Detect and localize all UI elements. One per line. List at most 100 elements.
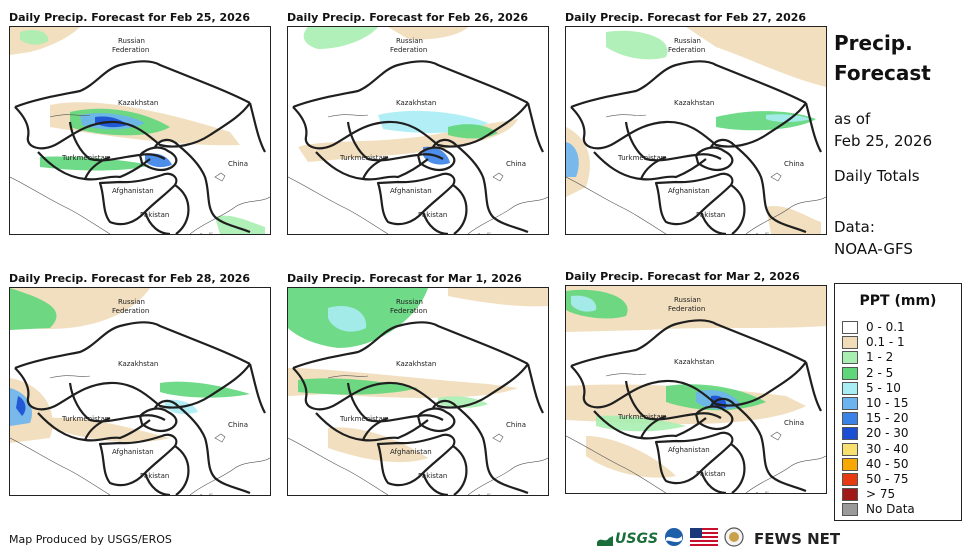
precip-area [448,288,548,307]
precip-area [448,124,498,139]
precip-map: Russian Federation Kazakhstan Turkmenist… [9,287,271,496]
legend-item: 40 - 50 [842,457,909,471]
label-turkmenistan: Turkmenistan [61,415,109,423]
precip-map: Russian Federation Kazakhstan Turkmenist… [287,287,549,496]
precip-area [766,205,821,234]
precip-map: Russian Federation Kazakhstan Turkmenist… [565,285,827,494]
legend-item: > 75 [842,487,896,502]
totals-label: Daily Totals [834,167,920,185]
label-india: India [200,493,217,495]
precip-area [328,306,367,332]
precip-area [596,415,686,432]
panel-title: Daily Precip. Forecast for Mar 1, 2026 [287,272,522,285]
precip-area [686,27,826,87]
precip-map: Russian Federation Kazakhstan Turkmenist… [565,26,827,235]
legend-label: 5 - 10 [866,380,901,395]
precip-map: Russian Federation Kazakhstan Turkmenist… [287,26,549,235]
label-india: India [478,493,495,495]
precip-area [10,288,57,330]
precip-area [215,215,265,234]
precip-area [145,153,172,168]
precip-area [438,396,488,408]
panel-title: Daily Precip. Forecast for Feb 26, 2026 [287,11,529,24]
usgs-logo-text: USGS [615,531,659,547]
label-russian: Russian [118,298,145,306]
legend-item: 30 - 40 [842,442,909,456]
panel-title: Daily Precip. Forecast for Feb 25, 2026 [9,11,251,24]
legend-item: 0.1 - 1 [842,335,905,350]
label-kazakhstan: Kazakhstan [674,99,714,107]
usgs-logo: USGS [597,531,658,547]
label-turkmenistan: Turkmenistan [339,154,387,162]
label-india: India [478,232,495,234]
label-kazakhstan: Kazakhstan [396,360,436,368]
precip-area [566,286,826,332]
label-russian: Russian [118,37,145,45]
legend-label: 15 - 20 [866,411,909,426]
label-pakistan: Pakistan [418,211,447,219]
legend-swatch [842,488,858,502]
label-turkmenistan: Turkmenistan [339,415,387,423]
legend-swatch [842,351,858,365]
label-china: China [228,160,248,168]
label-pakistan: Pakistan [696,211,725,219]
precip-area [303,27,378,49]
label-afghanistan: Afghanistan [390,448,432,456]
legend-swatch [842,473,858,486]
label-turkmenistan: Turkmenistan [617,413,665,421]
label-afghanistan: Afghanistan [112,448,154,456]
precip-area [766,114,811,122]
legend-label: 50 - 75 [866,472,909,486]
precip-area [40,156,150,171]
asof-date: Feb 25, 2026 [834,132,933,150]
label-russian: Russian [396,298,423,306]
precip-area [298,378,418,395]
legend-label: > 75 [866,487,896,502]
legend-swatch [842,412,858,426]
legend-item: No Data [842,502,915,517]
precip-area [571,295,597,312]
label-federation: Federation [668,46,705,54]
panel-title: Daily Precip. Forecast for Feb 28, 2026 [9,272,251,285]
label-afghanistan: Afghanistan [668,187,710,195]
usaid-seal-icon [724,527,744,551]
precip-area [606,30,668,60]
legend-item: 0 - 0.1 [842,320,905,334]
precip-area [586,436,676,478]
legend-label: 0.1 - 1 [866,335,905,350]
legend-label: 2 - 5 [866,365,894,380]
legend-swatch [842,442,858,456]
legend-item: 1 - 2 [842,350,893,365]
label-federation: Federation [668,305,705,313]
legend-item: 2 - 5 [842,366,893,380]
legend-item: 15 - 20 [842,411,909,426]
legend-label: 10 - 15 [866,396,909,410]
logo-strip: USGS FEWS NET [597,527,840,551]
label-china: China [228,421,248,429]
legend-label: No Data [866,502,915,517]
legend-item: 10 - 15 [842,396,909,410]
data-label: Data: [834,218,875,236]
label-kazakhstan: Kazakhstan [118,99,158,107]
data-source: NOAA-GFS [834,240,913,258]
side-title-line1: Precip. [834,31,913,55]
us-flag-icon [690,528,719,550]
legend-label: 0 - 0.1 [866,320,905,334]
panel-title: Daily Precip. Forecast for Feb 27, 2026 [565,11,807,24]
footer-credit: Map Produced by USGS/EROS [9,533,172,546]
label-afghanistan: Afghanistan [668,446,710,454]
legend-title: PPT (mm) [859,293,937,309]
label-federation: Federation [112,46,149,54]
legend-swatch [842,503,858,517]
label-federation: Federation [390,46,427,54]
label-kazakhstan: Kazakhstan [396,99,436,107]
label-china: China [784,160,804,168]
legend-label: 30 - 40 [866,441,909,456]
legend-swatch [842,457,858,471]
label-china: China [784,419,804,427]
label-pakistan: Pakistan [696,470,725,478]
legend-swatch [842,397,858,410]
label-pakistan: Pakistan [418,472,447,480]
label-pakistan: Pakistan [140,472,169,480]
